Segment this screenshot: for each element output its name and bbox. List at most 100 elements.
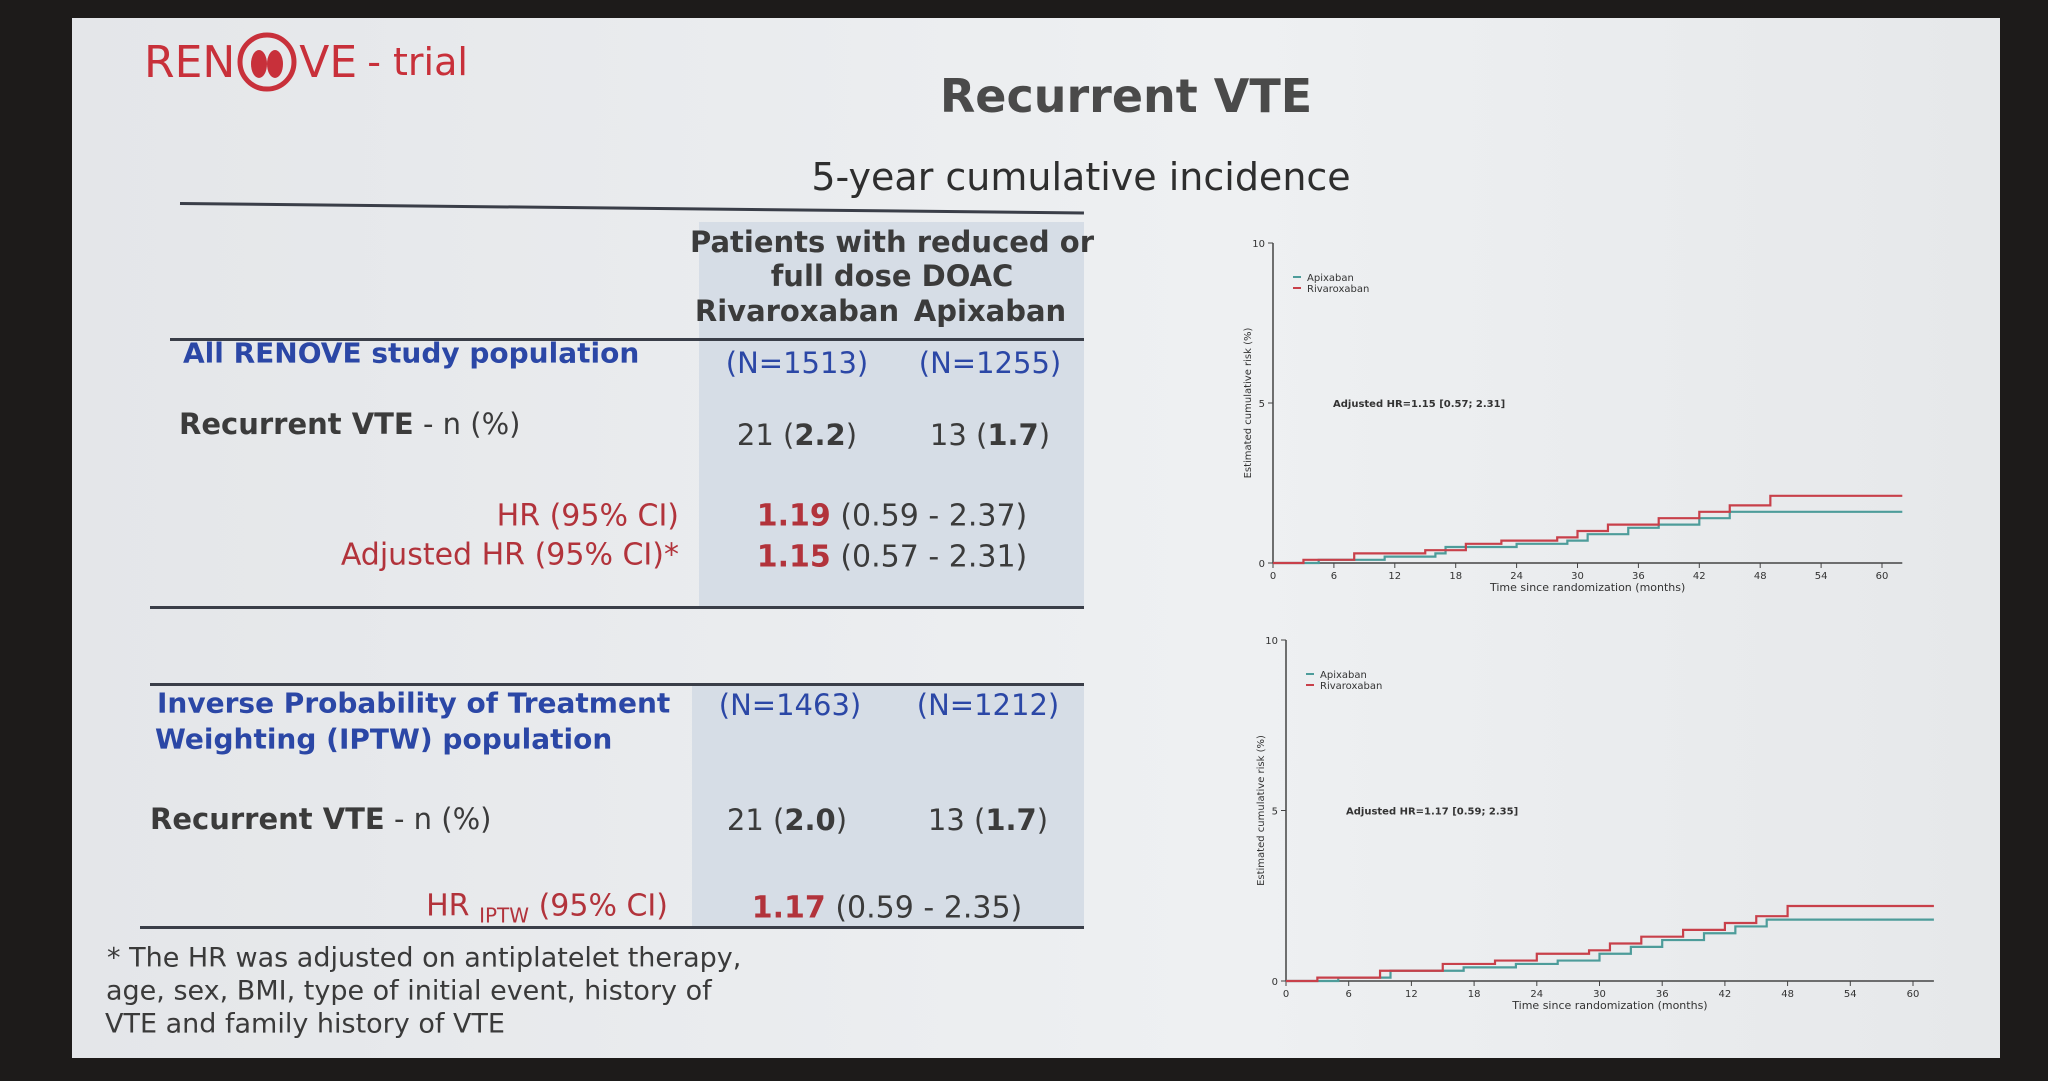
hr-value: 1.15 (0.57 - 2.31) bbox=[757, 540, 1027, 575]
x-tick-label: 60 bbox=[1907, 989, 1920, 1000]
section-label: Inverse Probability of Treatment bbox=[157, 686, 671, 720]
legend-label: Apixaban bbox=[1320, 670, 1367, 681]
x-tick-label: 36 bbox=[1656, 989, 1669, 1000]
series-line bbox=[1273, 510, 1903, 565]
row-label-main: Recurrent VTE bbox=[150, 802, 385, 836]
x-tick-label: 12 bbox=[1405, 989, 1418, 1000]
x-tick-label: 24 bbox=[1530, 989, 1543, 1000]
hr-label-sub: IPTW bbox=[479, 903, 530, 928]
n-cell: (N=1463) bbox=[718, 688, 862, 722]
row-label-unit: - n (%) bbox=[384, 802, 492, 836]
x-tick-label: 42 bbox=[1693, 571, 1706, 582]
legend-label: Rivaroxaban bbox=[1307, 284, 1369, 295]
count: 21 ( bbox=[736, 418, 795, 452]
count: 21 ( bbox=[726, 803, 785, 837]
n-cell: (N=1255) bbox=[918, 346, 1062, 380]
legend-label: Rivaroxaban bbox=[1320, 681, 1382, 692]
hr-ci: (0.57 - 2.31) bbox=[830, 539, 1028, 575]
logo-suffix: - trial bbox=[367, 40, 468, 84]
y-tick-label: 5 bbox=[1272, 807, 1278, 818]
hr-label-text: HR bbox=[426, 888, 480, 924]
x-tick-label: 0 bbox=[1283, 989, 1289, 1000]
y-axis-label: Estimated cumulative risk (%) bbox=[1256, 735, 1267, 886]
x-tick-label: 0 bbox=[1270, 571, 1276, 582]
outcome-cell: 13 (1.7) bbox=[930, 418, 1050, 452]
count: 13 ( bbox=[927, 803, 986, 837]
header-group: full dose DOAC bbox=[770, 259, 1014, 293]
paren: ) bbox=[835, 803, 848, 837]
row-label-main: Recurrent VTE bbox=[179, 407, 414, 441]
series-line bbox=[1286, 904, 1934, 983]
column-header: Apixaban bbox=[913, 294, 1067, 328]
column-shade bbox=[699, 222, 1084, 607]
outcome-cell: 13 (1.7) bbox=[928, 803, 1048, 837]
n-cell: (N=1212) bbox=[916, 688, 1060, 722]
row-label-unit: - n (%) bbox=[413, 407, 521, 441]
outcome-cell: 21 (2.2) bbox=[737, 418, 857, 452]
x-tick-label: 48 bbox=[1754, 571, 1767, 582]
header-group: Patients with reduced or bbox=[689, 225, 1095, 259]
x-tick-label: 60 bbox=[1876, 571, 1889, 582]
section-label: All RENOVE study population bbox=[183, 336, 640, 370]
percent: 2.0 bbox=[784, 803, 836, 837]
x-tick-label: 54 bbox=[1815, 571, 1828, 582]
title: Recurrent VTE bbox=[939, 69, 1313, 123]
x-tick-label: 12 bbox=[1388, 571, 1401, 582]
hr-estimate: 1.15 bbox=[756, 539, 831, 575]
y-tick-label: 5 bbox=[1259, 399, 1265, 410]
count: 13 ( bbox=[929, 418, 988, 452]
table-rule bbox=[170, 338, 1084, 341]
x-axis-label: Time since randomization (months) bbox=[1511, 999, 1707, 1012]
paren: ) bbox=[1038, 418, 1051, 452]
x-tick-label: 54 bbox=[1844, 989, 1857, 1000]
hr-ci: (0.59 - 2.35) bbox=[825, 890, 1023, 926]
subtitle: 5-year cumulative incidence bbox=[811, 155, 1351, 199]
footnote: age, sex, BMI, type of initial event, hi… bbox=[106, 975, 712, 1007]
percent: 2.2 bbox=[794, 418, 846, 452]
percent: 1.7 bbox=[987, 418, 1039, 452]
n-cell: (N=1513) bbox=[725, 346, 869, 380]
table-rule bbox=[150, 606, 1084, 609]
x-tick-label: 36 bbox=[1632, 571, 1645, 582]
hr-estimate: 1.17 bbox=[751, 890, 826, 926]
hr-label-text: (95% CI) bbox=[529, 888, 668, 924]
table-rule bbox=[140, 926, 1084, 929]
x-tick-label: 18 bbox=[1468, 989, 1481, 1000]
x-tick-label: 6 bbox=[1346, 989, 1352, 1000]
y-tick-label: 10 bbox=[1265, 636, 1278, 647]
x-tick-label: 42 bbox=[1719, 989, 1732, 1000]
hr-estimate: 1.19 bbox=[756, 498, 831, 534]
x-axis-label: Time since randomization (months) bbox=[1489, 581, 1685, 594]
hr-value: 1.17 (0.59 - 2.35) bbox=[752, 891, 1022, 926]
legend-label: Apixaban bbox=[1307, 273, 1354, 284]
logo-text: VE bbox=[299, 36, 358, 88]
hr-label: Adjusted HR (95% CI)* bbox=[340, 537, 679, 573]
logo: REN VE - trial bbox=[144, 30, 468, 94]
y-axis-label: Estimated cumulative risk (%) bbox=[1243, 327, 1254, 478]
hr-ci: (0.59 - 2.37) bbox=[830, 498, 1028, 534]
x-tick-label: 48 bbox=[1781, 989, 1794, 1000]
annotation: Adjusted HR=1.15 [0.57; 2.31] bbox=[1333, 399, 1505, 410]
x-tick-label: 30 bbox=[1593, 989, 1606, 1000]
y-tick-label: 0 bbox=[1259, 559, 1265, 570]
paren: ) bbox=[845, 418, 858, 452]
section-label: Weighting (IPTW) population bbox=[155, 722, 613, 756]
x-tick-label: 30 bbox=[1571, 571, 1584, 582]
annotation: Adjusted HR=1.17 [0.59; 2.35] bbox=[1346, 807, 1518, 818]
footnote: * The HR was adjusted on antiplatelet th… bbox=[107, 942, 742, 974]
hr-label: HR (95% CI) bbox=[496, 498, 679, 534]
row-label: Recurrent VTE - n (%) bbox=[179, 407, 520, 441]
row-label: Recurrent VTE - n (%) bbox=[150, 802, 491, 836]
hr-value: 1.19 (0.59 - 2.37) bbox=[757, 499, 1027, 534]
hr-label: HR IPTW (95% CI) bbox=[426, 889, 668, 928]
column-header: Rivaroxaban bbox=[694, 294, 900, 328]
logo-text: REN bbox=[144, 36, 236, 88]
series-line bbox=[1273, 494, 1903, 565]
series-line bbox=[1286, 918, 1934, 983]
x-tick-label: 18 bbox=[1449, 571, 1462, 582]
outcome-cell: 21 (2.0) bbox=[727, 803, 847, 837]
x-tick-label: 24 bbox=[1510, 571, 1523, 582]
y-tick-label: 10 bbox=[1252, 239, 1265, 250]
